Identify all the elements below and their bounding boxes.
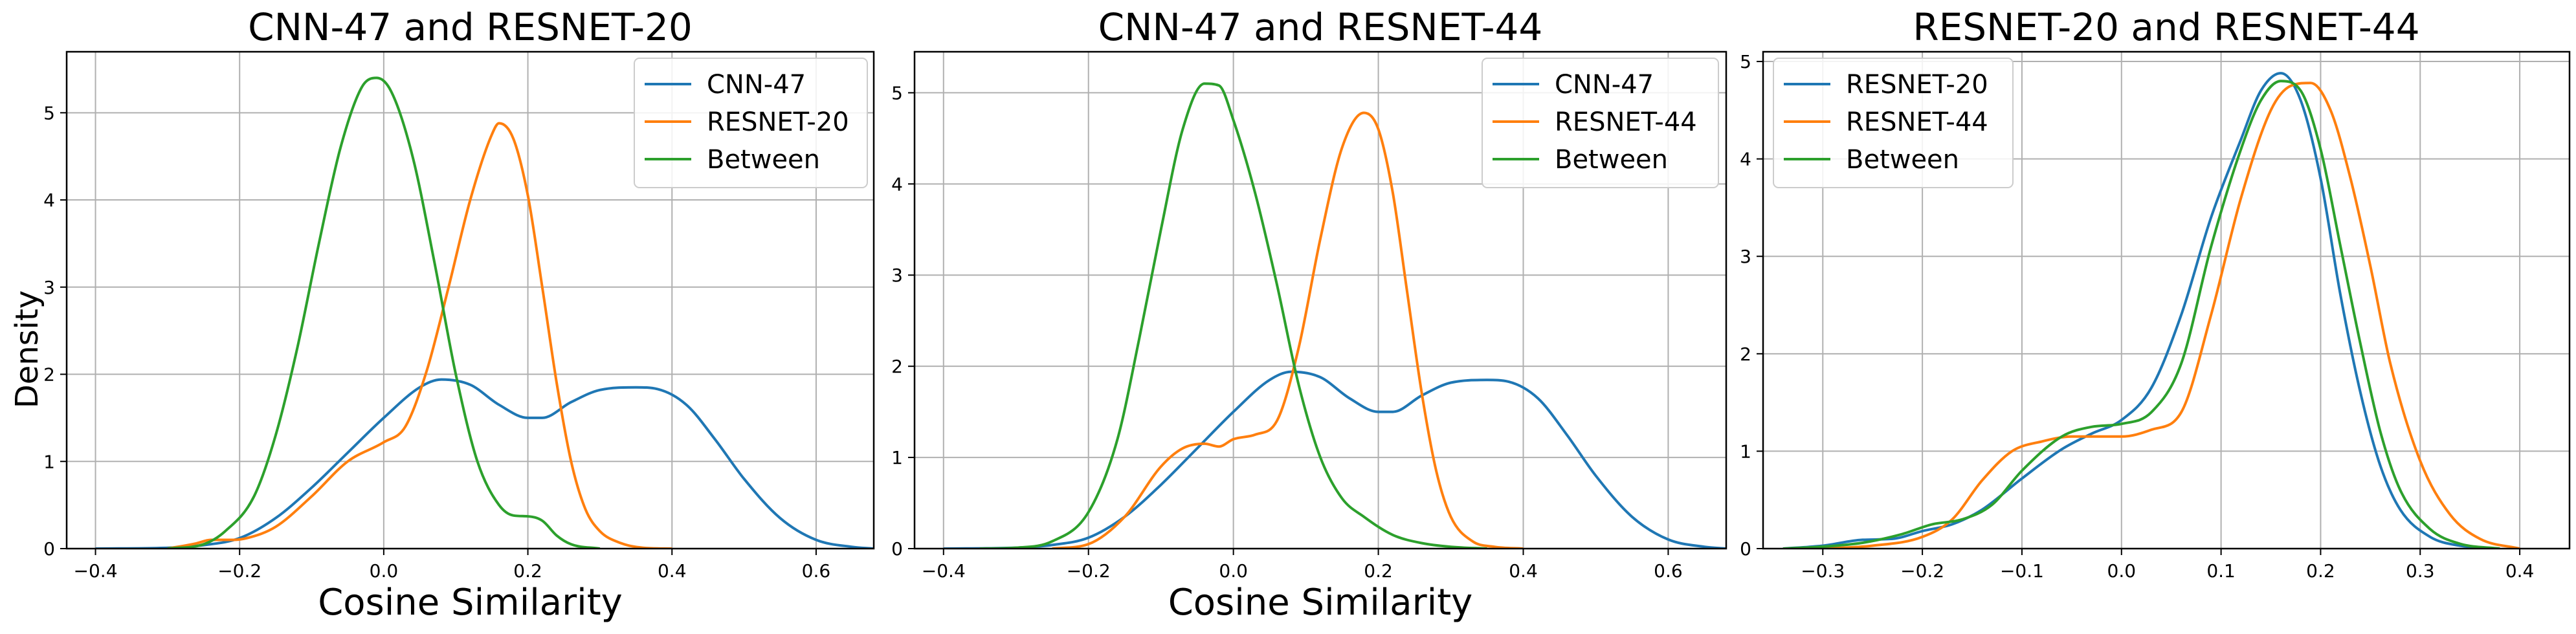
y-tick-label: 1 (891, 447, 903, 468)
x-tick-label: 0.4 (658, 560, 687, 582)
legend-entry: RESNET-44 (1555, 107, 1697, 137)
y-tick-label: 3 (891, 265, 903, 286)
x-tick-label: 0.2 (1364, 560, 1393, 582)
y-tick-label: 2 (1740, 344, 1751, 365)
series-line-between (167, 76, 601, 549)
x-tick-label: 0.0 (2107, 560, 2137, 582)
x-tick-label: −0.2 (1067, 560, 1111, 582)
x-tick-label: 0.4 (2505, 560, 2535, 582)
y-tick-label: 4 (1740, 149, 1751, 170)
x-tick-label: −0.2 (217, 560, 261, 582)
x-tick-label: 0.3 (2406, 560, 2435, 582)
x-tick-label: −0.1 (2000, 560, 2044, 582)
legend-entry: RESNET-20 (707, 107, 849, 137)
figure-y-axis-label: Density (9, 290, 45, 408)
x-tick-label: 0.2 (2306, 560, 2335, 582)
chart-panels: −0.4 −0.2 0.0 0.2 0.4 0.6 0 1 2 3 4 5 CNN-47 and RES… (43, 5, 2571, 624)
chart-title: CNN-47 and RESNET-44 (1098, 5, 1543, 49)
x-axis-label: Cosine Similarity (1168, 582, 1473, 624)
y-tick-label: 2 (43, 364, 55, 386)
y-tick-label: 4 (891, 173, 903, 195)
chart-legend: CNN-47 RESNET-20 Between (634, 58, 868, 188)
x-tick-label: 0.6 (1654, 560, 1683, 582)
series-line-resnet-44 (1052, 111, 1524, 549)
y-tick-label: 1 (43, 451, 55, 472)
legend-entry: RESNET-20 (1846, 70, 1988, 100)
y-tick-label: 3 (1740, 246, 1751, 267)
chart-title: RESNET-20 and RESNET-44 (1913, 5, 2419, 49)
legend-box (1482, 58, 1719, 188)
x-axis-label: Cosine Similarity (318, 582, 623, 624)
y-tick-label: 5 (1740, 51, 1751, 72)
x-tick-label: −0.4 (74, 560, 118, 582)
x-tick-label: −0.4 (922, 560, 966, 582)
chart-legend: CNN-47 RESNET-44 Between (1482, 58, 1719, 188)
legend-entry: Between (1555, 145, 1668, 175)
legend-box (1773, 58, 2014, 188)
y-tick-label: 0 (1740, 538, 1751, 560)
plot-frame (1762, 50, 2571, 550)
x-tick-label: −0.2 (1900, 560, 1944, 582)
chart-panel-1: −0.4 −0.2 0.0 0.2 0.4 0.6 0 1 2 3 4 5 CNN-47 and RES… (43, 5, 875, 624)
series-line-cnn-47 (95, 378, 874, 549)
series-line-resnet-20 (167, 122, 672, 549)
series-line-between (1782, 80, 2500, 549)
chart-panel-2: −0.4 −0.2 0.0 0.2 0.4 0.6 0 1 2 3 4 5 CNN-47 and RES… (891, 5, 1727, 624)
series-line-resnet-44 (1823, 82, 2520, 549)
y-tick-label: 2 (891, 356, 903, 377)
x-tick-label: 0.0 (1219, 560, 1248, 582)
y-tick-label: 4 (43, 190, 55, 211)
chart-panel-3: −0.3 −0.2 −0.1 0.0 0.1 0.2 0.3 0.4 0 1 2 3 4 5 RESNET-… (1740, 5, 2571, 582)
legend-entry: CNN-47 (1555, 70, 1654, 100)
chart-legend: RESNET-20 RESNET-44 Between (1773, 58, 2014, 188)
series-line-resnet-20 (1782, 72, 2500, 549)
x-tick-label: 0.4 (1509, 560, 1538, 582)
y-tick-label: 0 (891, 538, 903, 560)
x-tick-label: −0.3 (1801, 560, 1845, 582)
y-tick-label: 3 (43, 277, 55, 298)
x-tick-label: 0.1 (2206, 560, 2236, 582)
legend-box (634, 58, 868, 188)
y-tick-label: 0 (43, 538, 55, 560)
chart-title: CNN-47 and RESNET-20 (248, 5, 693, 49)
y-tick-label: 5 (891, 82, 903, 104)
legend-entry: CNN-47 (707, 70, 806, 100)
plot-frame (913, 50, 1727, 550)
y-tick-label: 5 (43, 102, 55, 124)
x-tick-label: 0.0 (370, 560, 399, 582)
series-line-between (979, 82, 1487, 549)
legend-entry: RESNET-44 (1846, 107, 1988, 137)
x-tick-label: 0.2 (513, 560, 542, 582)
y-tick-label: 1 (1740, 441, 1751, 462)
x-tick-label: 0.6 (802, 560, 831, 582)
legend-entry: Between (1846, 145, 1959, 175)
legend-entry: Between (707, 145, 820, 175)
plot-frame (65, 50, 875, 550)
